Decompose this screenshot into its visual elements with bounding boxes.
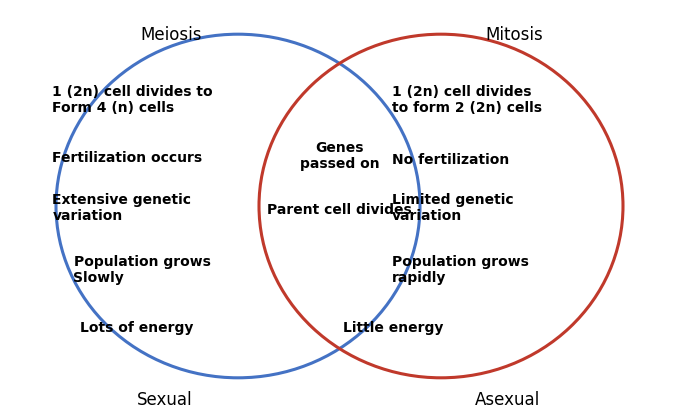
- Text: Lots of energy: Lots of energy: [80, 320, 194, 334]
- Text: Limited genetic
variation: Limited genetic variation: [392, 192, 514, 222]
- Text: Mitosis: Mitosis: [486, 26, 543, 44]
- Text: Population grows
rapidly: Population grows rapidly: [392, 254, 529, 284]
- Text: Parent cell divides: Parent cell divides: [267, 202, 412, 216]
- Text: Extensive genetic
variation: Extensive genetic variation: [52, 192, 192, 222]
- Text: 1 (2n) cell divides to
Form 4 (n) cells: 1 (2n) cell divides to Form 4 (n) cells: [52, 85, 213, 115]
- Text: 1 (2n) cell divides
to form 2 (2n) cells: 1 (2n) cell divides to form 2 (2n) cells: [392, 85, 542, 115]
- Text: Little energy: Little energy: [343, 320, 443, 334]
- Text: Population grows
Slowly: Population grows Slowly: [74, 254, 211, 284]
- Text: Genes
passed on: Genes passed on: [300, 140, 379, 171]
- Text: Meiosis: Meiosis: [141, 26, 202, 44]
- Text: Sexual: Sexual: [136, 390, 192, 408]
- Text: Fertilization occurs: Fertilization occurs: [52, 151, 202, 165]
- Text: No fertilization: No fertilization: [392, 153, 510, 167]
- Text: Asexual: Asexual: [475, 390, 540, 408]
